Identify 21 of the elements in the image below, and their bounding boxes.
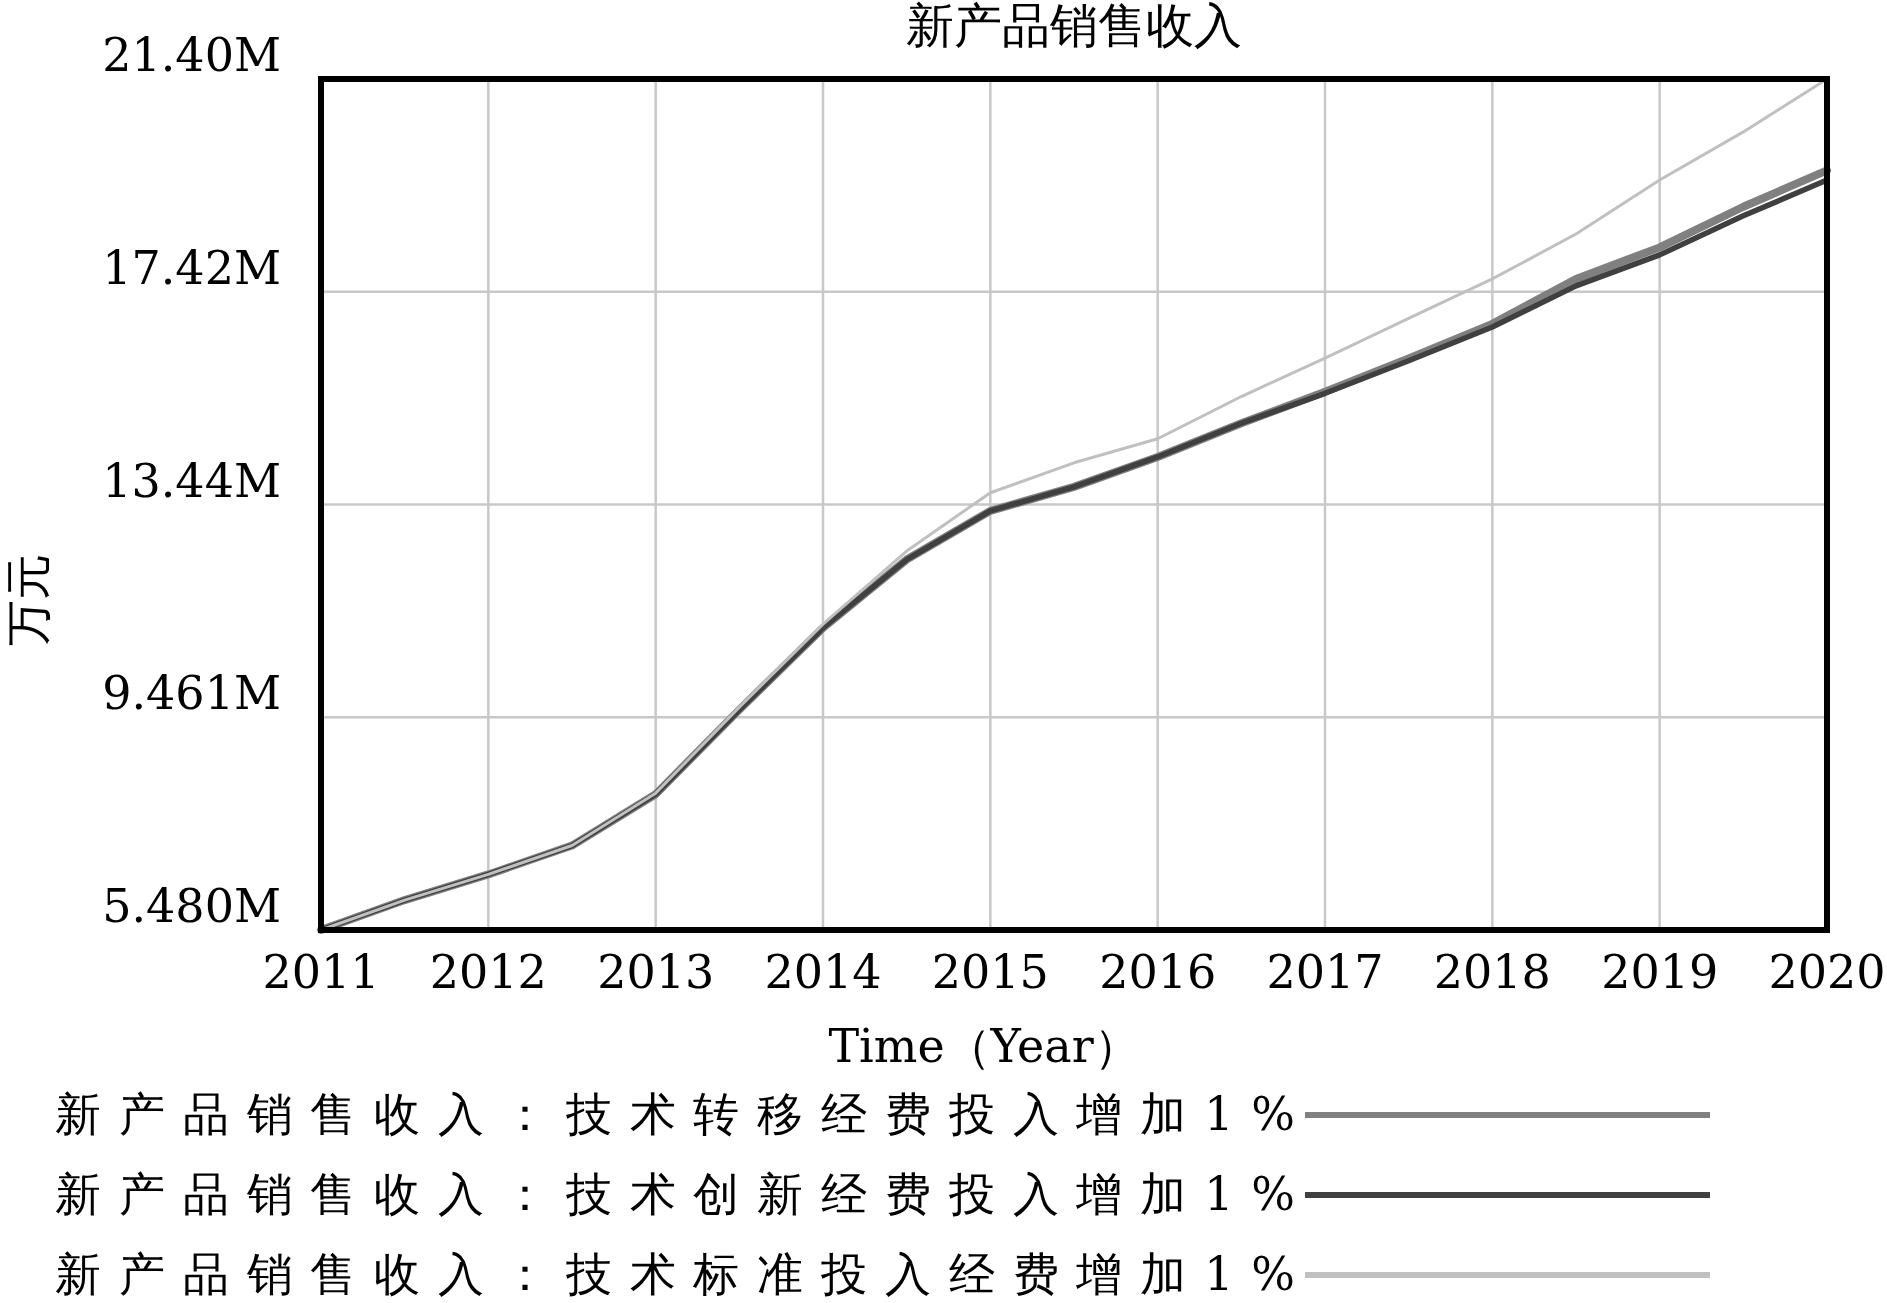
x-tick-label: 2017 — [1266, 945, 1384, 999]
y-axis-title: 万元 — [1, 554, 55, 646]
chart-title: 新产品销售收入 — [906, 0, 1242, 53]
x-tick-label: 2014 — [764, 945, 882, 999]
x-tick-label: 2011 — [262, 945, 380, 999]
x-tick-label: 2015 — [931, 945, 1049, 999]
x-tick-label: 2013 — [597, 945, 715, 999]
y-tick-label: 5.480M — [102, 879, 281, 933]
x-tick-label: 2019 — [1601, 945, 1719, 999]
y-tick-label: 17.42M — [102, 240, 281, 295]
legend-label: 新产品销售收入：技术标准投入经费增加1% — [55, 1247, 1295, 1301]
legend-label: 新产品销售收入：技术创新经费投入增加1% — [55, 1167, 1295, 1221]
x-axis-title: Time（Year） — [828, 1019, 1140, 1073]
x-tick-label: 2020 — [1768, 945, 1886, 999]
x-tick-label: 2016 — [1099, 945, 1217, 999]
legend-label: 新产品销售收入：技术转移经费投入增加1% — [55, 1087, 1295, 1141]
x-tick-label: 2018 — [1433, 945, 1551, 999]
y-tick-label: 13.44M — [102, 453, 281, 508]
x-tick-label: 2012 — [429, 945, 547, 999]
y-tick-label: 21.40M — [102, 28, 281, 82]
y-tick-label: 9.461M — [102, 666, 281, 721]
